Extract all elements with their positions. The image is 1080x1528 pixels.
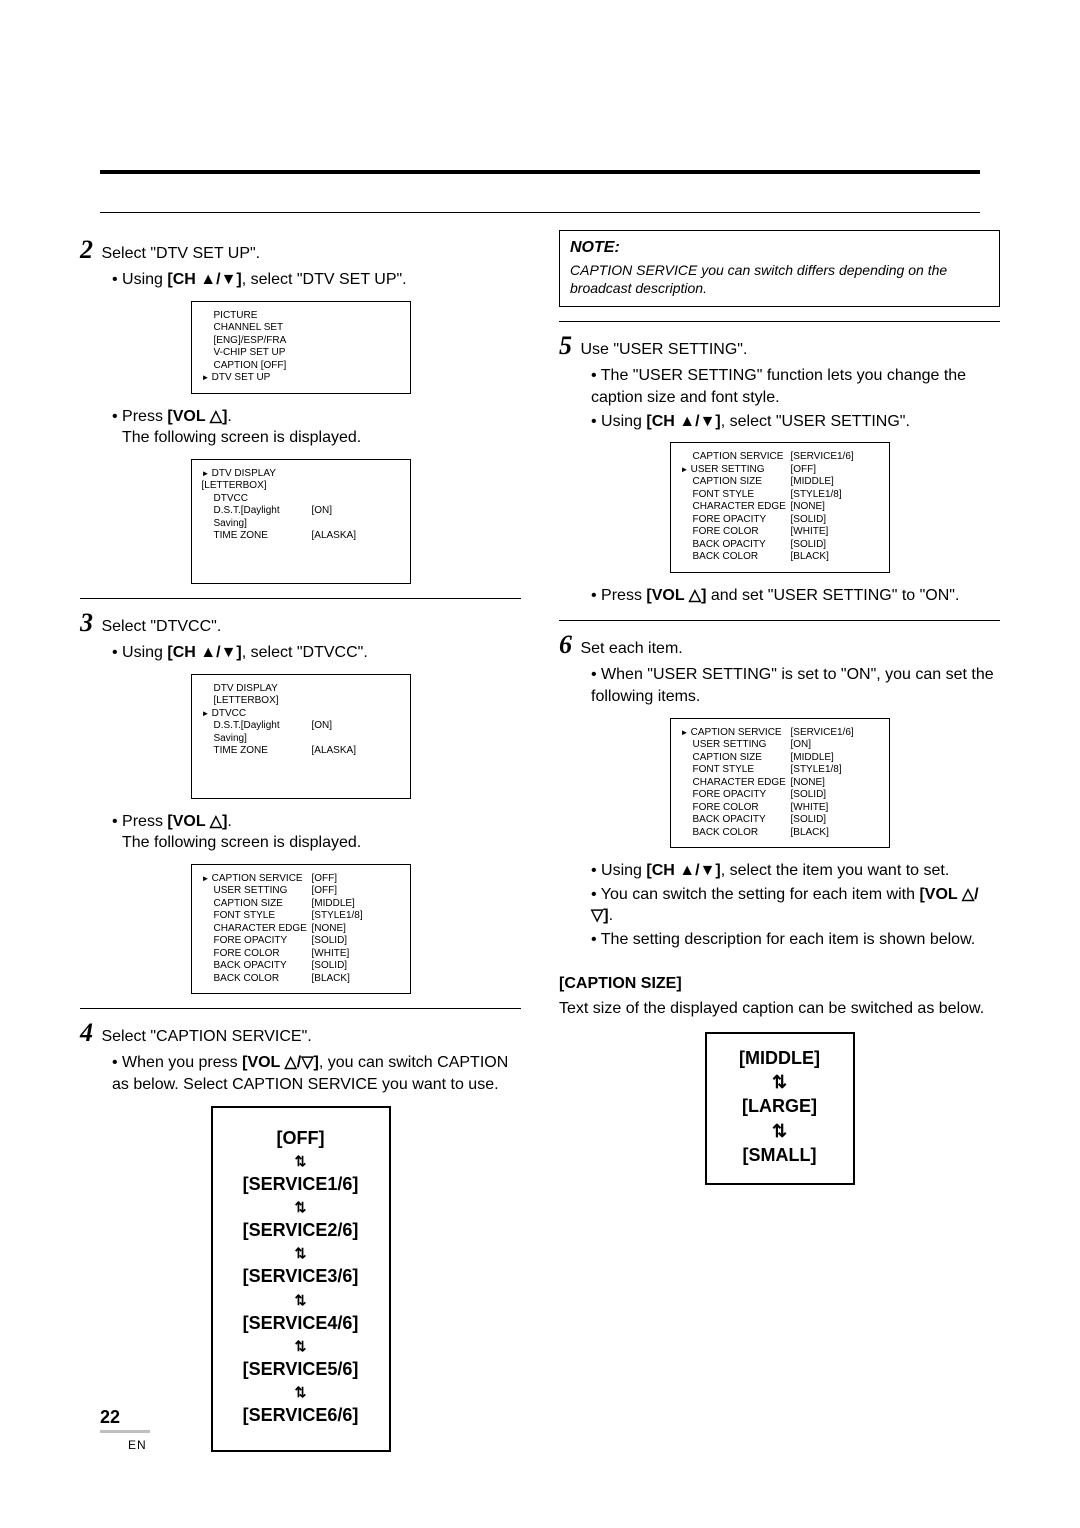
left-column: 2 Select "DTV SET UP". Using [CH ▲/▼], s…: [80, 230, 521, 1452]
note-head: NOTE:: [570, 237, 989, 259]
step2-bullet2-line2: The following screen is displayed.: [122, 427, 521, 449]
step3-bullet1: Using [CH ▲/▼], select "DTVCC".: [112, 642, 521, 664]
step6-screen: CAPTION SERVICE[SERVICE1/6]USER SETTING[…: [670, 718, 890, 849]
right-column: NOTE: CAPTION SERVICE you can switch dif…: [559, 230, 1000, 1452]
step3-bullet2: Press [VOL △].: [112, 811, 521, 833]
step5-screen: CAPTION SERVICE[SERVICE1/6]USER SETTING[…: [670, 442, 890, 573]
step3-text: Select "DTVCC".: [101, 618, 221, 635]
step6-num: 6: [559, 630, 572, 659]
step5-b3: Press [VOL △] and set "USER SETTING" to …: [591, 585, 1000, 607]
step2-title: 2 Select "DTV SET UP".: [80, 232, 521, 267]
step6-b1: When "USER SETTING" is set to "ON", you …: [591, 664, 1000, 707]
step4-text: Select "CAPTION SERVICE".: [101, 1028, 311, 1045]
top-rule-thin: [100, 212, 980, 213]
step3-screen2: CAPTION SERVICE[OFF]USER SETTING[OFF]CAP…: [191, 864, 411, 995]
caption-size-cycle: [MIDDLE]⇅[LARGE]⇅[SMALL]: [705, 1032, 855, 1185]
top-rule-heavy: [100, 170, 980, 174]
note-box: NOTE: CAPTION SERVICE you can switch dif…: [559, 230, 1000, 307]
step5-b2: Using [CH ▲/▼], select "USER SETTING".: [591, 411, 1000, 433]
step6-title: 6 Set each item.: [559, 627, 1000, 662]
step4-title: 4 Select "CAPTION SERVICE".: [80, 1015, 521, 1050]
step5-text: Use "USER SETTING".: [580, 341, 747, 358]
step5-num: 5: [559, 331, 572, 360]
divider: [559, 321, 1000, 322]
step6-b3: You can switch the setting for each item…: [591, 884, 1000, 927]
divider: [80, 1008, 521, 1009]
divider: [80, 598, 521, 599]
step3-bullet2-line2: The following screen is displayed.: [122, 832, 521, 854]
step2-bullet2: Press [VOL △].: [112, 406, 521, 428]
step6-b4: The setting description for each item is…: [591, 929, 1000, 951]
step2-bullet1: Using [CH ▲/▼], select "DTV SET UP".: [112, 269, 521, 291]
step2-screen1: PICTURECHANNEL SET[ENG]/ESP/FRAV-CHIP SE…: [191, 301, 411, 394]
step3-title: 3 Select "DTVCC".: [80, 605, 521, 640]
note-body: CAPTION SERVICE you can switch differs d…: [570, 261, 989, 299]
step4-cycle: [OFF]⇅[SERVICE1/6]⇅[SERVICE2/6]⇅[SERVICE…: [211, 1106, 391, 1452]
step3-num: 3: [80, 608, 93, 637]
step4-bullet1: When you press [VOL △/▽], you can switch…: [112, 1052, 521, 1095]
step4-num: 4: [80, 1018, 93, 1047]
step6-text: Set each item.: [580, 640, 682, 657]
step5-title: 5 Use "USER SETTING".: [559, 328, 1000, 363]
step5-b1: The "USER SETTING" function lets you cha…: [591, 365, 1000, 408]
step2-num: 2: [80, 235, 93, 264]
caption-size-body: Text size of the displayed caption can b…: [559, 998, 1000, 1020]
step3-screen1: DTV DISPLAY [LETTERBOX]DTVCCD.S.T.[Dayli…: [191, 674, 411, 799]
step2-screen2: DTV DISPLAY [LETTERBOX]DTVCCD.S.T.[Dayli…: [191, 459, 411, 584]
step2-text: Select "DTV SET UP".: [101, 245, 260, 262]
divider: [559, 620, 1000, 621]
caption-size-head: [CAPTION SIZE]: [559, 973, 1000, 995]
page-number: 22 EN: [100, 1407, 150, 1454]
step6-b2: Using [CH ▲/▼], select the item you want…: [591, 860, 1000, 882]
